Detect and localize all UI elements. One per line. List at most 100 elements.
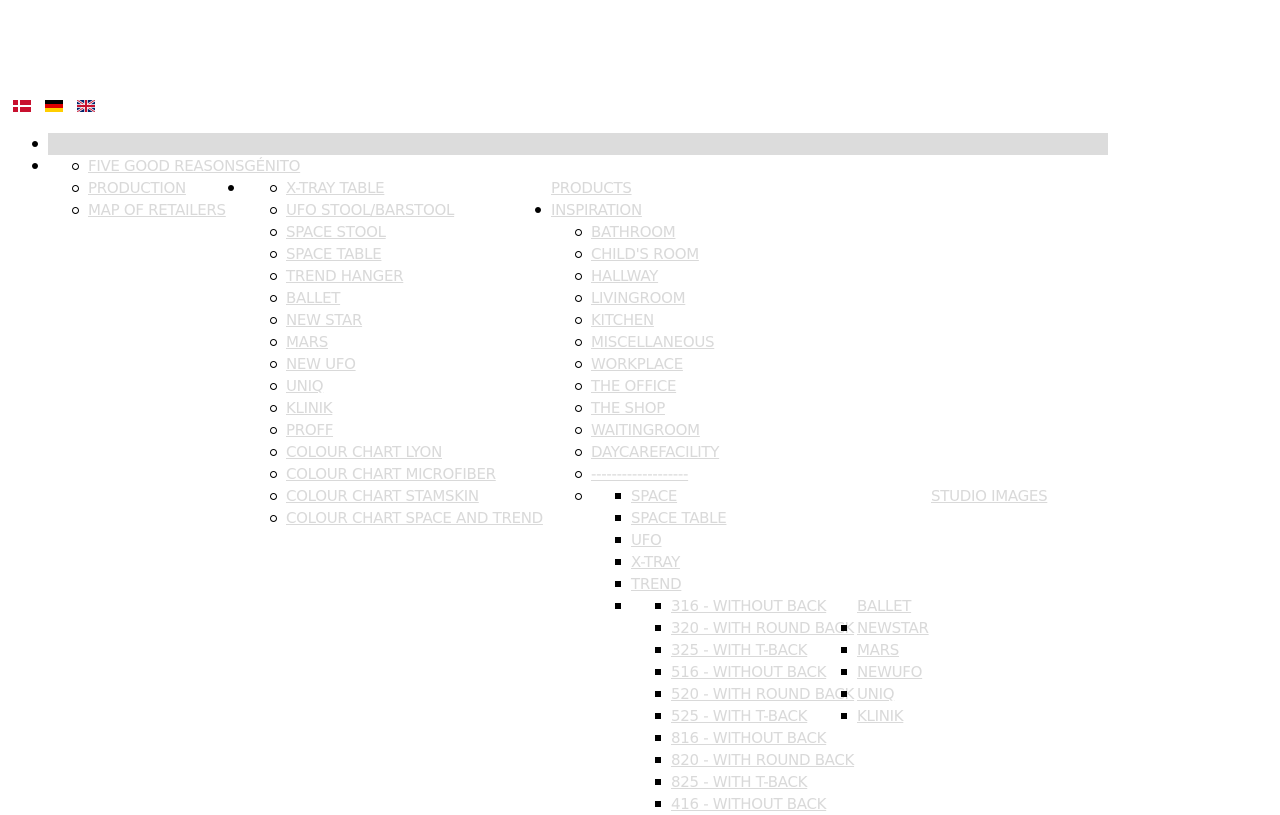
menu-item-studio[interactable]: SPACE [631, 487, 678, 505]
menu-item-inspiration[interactable]: INSPIRATION [551, 201, 642, 219]
menu-item-products[interactable]: SPACE STOOL [286, 223, 386, 241]
menu-item-inspiration[interactable]: KITCHEN [591, 311, 654, 329]
circle-bullet-icon [71, 162, 79, 170]
menu-item-studio-images[interactable]: STUDIO IMAGES [931, 487, 1048, 505]
menu-item-products[interactable]: PROFF [286, 421, 334, 439]
disc-bullet-icon [228, 185, 234, 191]
menu-item-trend_models[interactable]: 325 - WITH T-BACK [671, 641, 808, 659]
square-bullet-icon [841, 691, 847, 697]
circle-bullet-icon [269, 360, 277, 368]
menu-item-about[interactable]: FIVE GOOD REASONSGÉNITO [88, 157, 301, 175]
square-bullet-icon [615, 515, 621, 521]
circle-bullet-icon [71, 206, 79, 214]
menu-item-other_models[interactable]: UNIQ [857, 685, 895, 703]
menu-item-other_models[interactable]: KLINIK [857, 707, 904, 725]
square-bullet-icon [615, 559, 621, 565]
circle-bullet-icon [269, 404, 277, 412]
menu-item-inspiration[interactable]: MISCELLANEOUS [591, 333, 715, 351]
menu-item-products[interactable]: COLOUR CHART MICROFIBER [286, 465, 496, 483]
menu-item-trend_models[interactable]: 516 - WITHOUT BACK [671, 663, 827, 681]
menu-item-trend_models[interactable]: 320 - WITH ROUND BACK [671, 619, 855, 637]
menu-item-trend_models[interactable]: 416 - WITHOUT BACK [671, 795, 827, 813]
menu-item-products[interactable]: MARS [286, 333, 328, 351]
menu-item-products[interactable]: COLOUR CHART SPACE AND TREND [286, 509, 543, 527]
circle-bullet-icon [269, 492, 277, 500]
circle-bullet-icon [574, 382, 582, 390]
menu-item-studio[interactable]: SPACE TABLE [631, 509, 727, 527]
uk-flag-icon[interactable] [77, 100, 95, 112]
square-bullet-icon [655, 713, 661, 719]
square-bullet-icon [655, 647, 661, 653]
circle-bullet-icon [269, 250, 277, 258]
circle-bullet-icon [574, 426, 582, 434]
circle-bullet-icon [574, 228, 582, 236]
menu-item-other_models[interactable]: NEWUFO [857, 663, 923, 681]
menu-item-inspiration[interactable]: WORKPLACE [591, 355, 683, 373]
menu-item-products[interactable]: COLOUR CHART STAMSKIN [286, 487, 479, 505]
menu-item-products[interactable]: PRODUCTS [551, 179, 632, 197]
menu-item-other_models[interactable]: MARS [857, 641, 899, 659]
circle-bullet-icon [574, 250, 582, 258]
disc-bullet-icon [535, 207, 541, 213]
menu-item-products[interactable]: COLOUR CHART LYON [286, 443, 442, 461]
menu-item-other_models[interactable]: BALLET [857, 597, 912, 615]
circle-bullet-icon [574, 294, 582, 302]
square-bullet-icon [841, 669, 847, 675]
disc-bullet-icon [32, 141, 38, 147]
menu-item-about[interactable]: MAP OF RETAILERS [88, 201, 226, 219]
circle-bullet-icon [269, 426, 277, 434]
circle-bullet-icon [574, 492, 582, 500]
menu-item-products[interactable]: UFO STOOL/BARSTOOL [286, 201, 455, 219]
menu-item-products[interactable]: NEW STAR [286, 311, 363, 329]
circle-bullet-icon [269, 448, 277, 456]
menu-item-products[interactable]: UNIQ [286, 377, 324, 395]
circle-bullet-icon [71, 184, 79, 192]
menu-item-studio[interactable]: X-TRAY [631, 553, 681, 571]
denmark-flag-icon[interactable] [13, 100, 31, 112]
menu-item-studio[interactable]: TREND [631, 575, 682, 593]
menu-item-inspiration[interactable]: CHILD'S ROOM [591, 245, 699, 263]
menu-item-inspiration[interactable]: BATHROOM [591, 223, 676, 241]
circle-bullet-icon [269, 294, 277, 302]
square-bullet-icon [655, 625, 661, 631]
menu-item-products[interactable]: KLINIK [286, 399, 333, 417]
menu-item-products[interactable]: X-TRAY TABLE [286, 179, 385, 197]
menu-item-about[interactable]: PRODUCTION [88, 179, 186, 197]
menu-item-inspiration[interactable]: LIVINGROOM [591, 289, 686, 307]
circle-bullet-icon [574, 404, 582, 412]
square-bullet-icon [655, 691, 661, 697]
menu-item-trend_models[interactable]: 525 - WITH T-BACK [671, 707, 808, 725]
circle-bullet-icon [269, 184, 277, 192]
menu-item-inspiration[interactable]: DAYCAREFACILITY [591, 443, 720, 461]
square-bullet-icon [615, 493, 621, 499]
circle-bullet-icon [269, 338, 277, 346]
menu-item-products[interactable]: SPACE TABLE [286, 245, 382, 263]
menu-item-trend_models[interactable]: 316 - WITHOUT BACK [671, 597, 827, 615]
menu-item-other_models[interactable]: NEWSTAR [857, 619, 929, 637]
menu-home-bar[interactable] [48, 133, 1108, 155]
menu-item-studio[interactable]: UFO [631, 531, 662, 549]
menu-item-products[interactable]: TREND HANGER [286, 267, 404, 285]
menu-item-trend_models[interactable]: 820 - WITH ROUND BACK [671, 751, 855, 769]
menu-item-products[interactable]: NEW UFO [286, 355, 356, 373]
menu-item-trend_models[interactable]: 825 - WITH T-BACK [671, 773, 808, 791]
menu-item-inspiration[interactable]: HALLWAY [591, 267, 659, 285]
menu-item-inspiration[interactable]: THE SHOP [591, 399, 665, 417]
circle-bullet-icon [574, 470, 582, 478]
circle-bullet-icon [574, 338, 582, 346]
menu-item-trend_models[interactable]: 520 - WITH ROUND BACK [671, 685, 855, 703]
menu-item-inspiration[interactable]: WAITINGROOM [591, 421, 700, 439]
germany-flag-icon[interactable] [45, 100, 63, 112]
square-bullet-icon [655, 735, 661, 741]
square-bullet-icon [655, 779, 661, 785]
circle-bullet-icon [574, 448, 582, 456]
menu-item-trend_models[interactable]: 816 - WITHOUT BACK [671, 729, 827, 747]
square-bullet-icon [841, 625, 847, 631]
circle-bullet-icon [269, 206, 277, 214]
square-bullet-icon [841, 713, 847, 719]
square-bullet-icon [655, 669, 661, 675]
square-bullet-icon [655, 801, 661, 807]
menu-item-products[interactable]: BALLET [286, 289, 341, 307]
menu-item-inspiration[interactable]: ------------------- [591, 465, 689, 483]
menu-item-inspiration[interactable]: THE OFFICE [591, 377, 677, 395]
